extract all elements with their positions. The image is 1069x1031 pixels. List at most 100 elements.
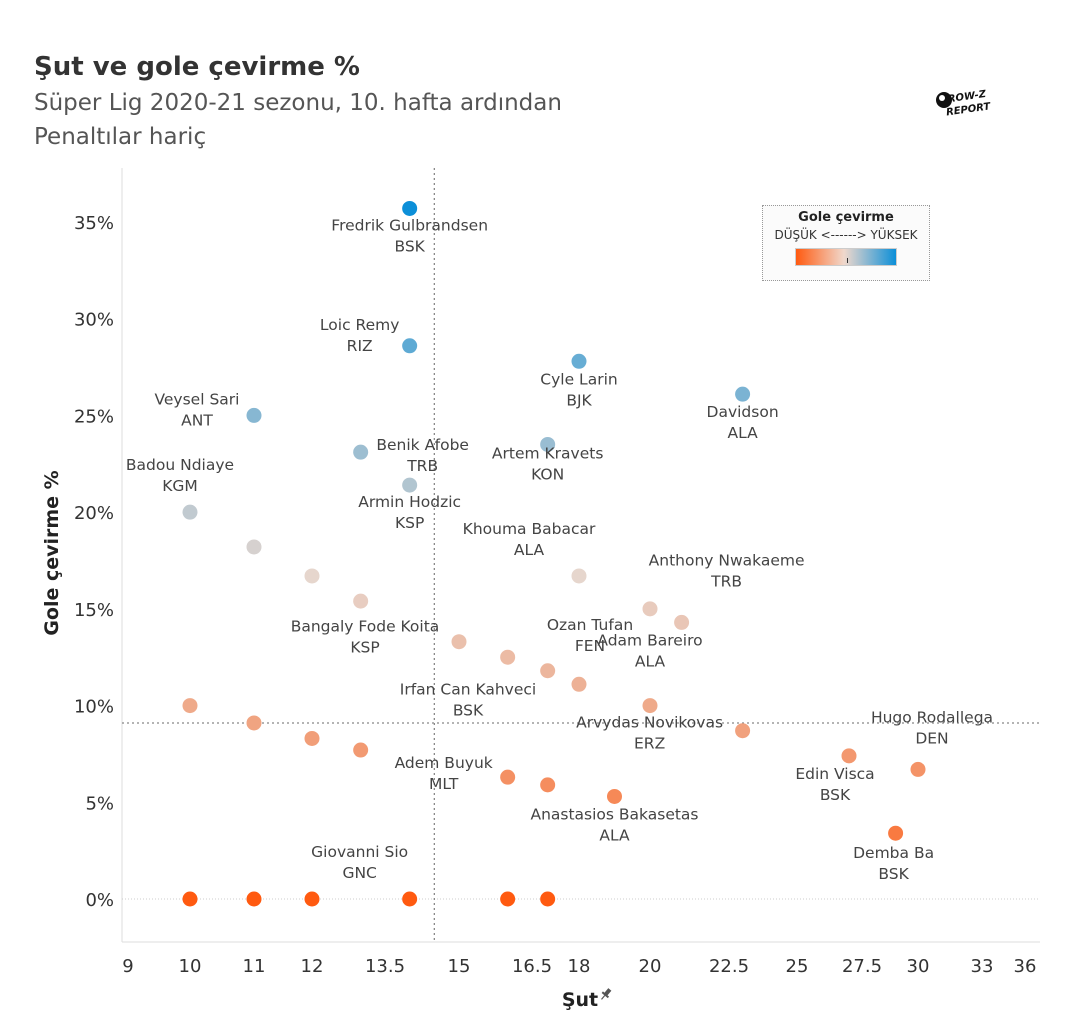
data-point[interactable] <box>182 698 198 714</box>
point-label-name: Adam Bareiro <box>597 632 702 650</box>
data-point[interactable] <box>540 663 556 679</box>
y-tick-label: 5% <box>85 793 114 814</box>
data-point[interactable] <box>304 568 320 584</box>
x-tick-label: 10 <box>179 956 202 977</box>
data-point[interactable] <box>540 436 556 452</box>
point-label-team: MLT <box>429 775 459 793</box>
point-label-team: ALA <box>635 653 666 671</box>
data-point[interactable] <box>353 444 369 460</box>
point-label-team: BSK <box>878 865 909 883</box>
data-point[interactable] <box>246 407 262 423</box>
point-label-name: Edin Visca <box>795 765 874 783</box>
data-point[interactable] <box>353 742 369 758</box>
point-label-name: Cyle Larin <box>540 370 617 388</box>
point-label-team: GNC <box>342 864 376 882</box>
legend-title: Gole çevirme <box>798 210 894 225</box>
svg-text:ROW-Z: ROW-Z <box>947 89 987 105</box>
data-point[interactable] <box>841 748 857 764</box>
x-axis-title: Şut <box>562 989 598 1011</box>
x-tick-label: 30 <box>907 956 930 977</box>
data-point[interactable] <box>607 788 622 804</box>
data-point[interactable] <box>451 634 467 650</box>
point-label-name: Davidson <box>707 403 779 421</box>
x-tick-label: 36 <box>1014 956 1037 977</box>
point-label-name: Adem Buyuk <box>395 754 493 772</box>
data-point[interactable] <box>540 777 556 793</box>
data-point[interactable] <box>246 715 262 731</box>
data-point[interactable] <box>246 539 262 555</box>
point-label-name: Badou Ndiaye <box>126 456 234 474</box>
point-label-team: TRB <box>406 457 438 475</box>
point-label-name: Ozan Tufan <box>547 616 633 634</box>
data-point[interactable] <box>735 386 751 402</box>
data-point[interactable] <box>888 825 904 841</box>
legend-gradient-bar <box>795 248 897 266</box>
chart-subtitle: Süper Lig 2020-21 sezonu, 10. hafta ardı… <box>34 90 562 116</box>
data-point[interactable] <box>674 614 690 630</box>
data-point[interactable] <box>500 769 516 785</box>
y-tick-label: 15% <box>74 600 114 621</box>
point-label-name: Khouma Babacar <box>463 520 596 538</box>
y-tick-label: 25% <box>74 406 114 427</box>
y-tick-label: 30% <box>74 310 114 331</box>
data-point[interactable] <box>642 601 658 617</box>
data-point[interactable] <box>402 477 418 493</box>
data-point[interactable] <box>353 593 369 609</box>
data-point[interactable] <box>182 504 198 520</box>
point-label-team: FEN <box>575 637 605 655</box>
x-tick-label: 12 <box>301 956 324 977</box>
data-point[interactable] <box>402 338 418 354</box>
data-point[interactable] <box>571 568 587 584</box>
pin-icon <box>601 988 612 1000</box>
data-point[interactable] <box>402 200 418 216</box>
x-tick-label: 9 <box>122 956 133 977</box>
point-label-name: Giovanni Sio <box>311 843 408 861</box>
x-tick-label: 25 <box>786 956 809 977</box>
data-point[interactable] <box>571 676 587 692</box>
data-point[interactable] <box>402 891 418 907</box>
point-label-team: TRB <box>710 572 742 590</box>
legend-mid-tick <box>847 258 848 263</box>
point-label-name: Veysel Sari <box>155 390 240 408</box>
point-label-team: ALA <box>514 541 545 559</box>
point-label-team: BSK <box>820 786 851 804</box>
point-label-name: Artem Kravets <box>492 444 604 462</box>
point-label-name: Armin Hodzic <box>358 493 461 511</box>
x-tick-label: 27.5 <box>842 956 882 977</box>
y-tick-label: 35% <box>74 213 114 234</box>
x-tick-label: 16.5 <box>512 956 552 977</box>
data-point[interactable] <box>735 723 751 739</box>
data-point[interactable] <box>571 353 587 369</box>
data-point[interactable] <box>246 891 262 907</box>
point-label-team: KSP <box>395 514 424 532</box>
point-label-team: ANT <box>181 411 213 429</box>
data-point[interactable] <box>540 891 556 907</box>
data-point[interactable] <box>304 891 320 907</box>
x-tick-label: 15 <box>448 956 471 977</box>
point-label-team: ERZ <box>634 735 665 753</box>
point-label-name: Irfan Can Kahveci <box>400 680 536 698</box>
y-tick-label: 10% <box>74 697 114 718</box>
point-label-name: Hugo Rodallega <box>871 708 993 726</box>
point-label-name: Demba Ba <box>853 844 934 862</box>
point-label-name: Loic Remy <box>320 316 399 334</box>
data-point[interactable] <box>910 761 926 777</box>
data-point[interactable] <box>304 730 320 746</box>
x-tick-label: 33 <box>971 956 994 977</box>
data-point[interactable] <box>642 698 658 714</box>
x-tick-label: 20 <box>639 956 662 977</box>
point-label-name: Fredrik Gulbrandsen <box>331 216 488 234</box>
y-tick-label: 0% <box>85 890 114 911</box>
x-tick-label: 22.5 <box>709 956 749 977</box>
data-point[interactable] <box>500 649 516 665</box>
point-label-team: DEN <box>915 729 948 747</box>
x-tick-label: 13.5 <box>365 956 405 977</box>
point-label-name: Arvydas Novikovas <box>576 714 723 732</box>
chart-title: Şut ve gole çevirme % <box>34 52 360 82</box>
data-point[interactable] <box>500 891 516 907</box>
legend-subtitle: DÜŞÜK <------> YÜKSEK <box>774 228 918 242</box>
data-point[interactable] <box>182 891 198 907</box>
point-label-team: ALA <box>599 826 630 844</box>
point-label-team: RIZ <box>347 337 373 355</box>
